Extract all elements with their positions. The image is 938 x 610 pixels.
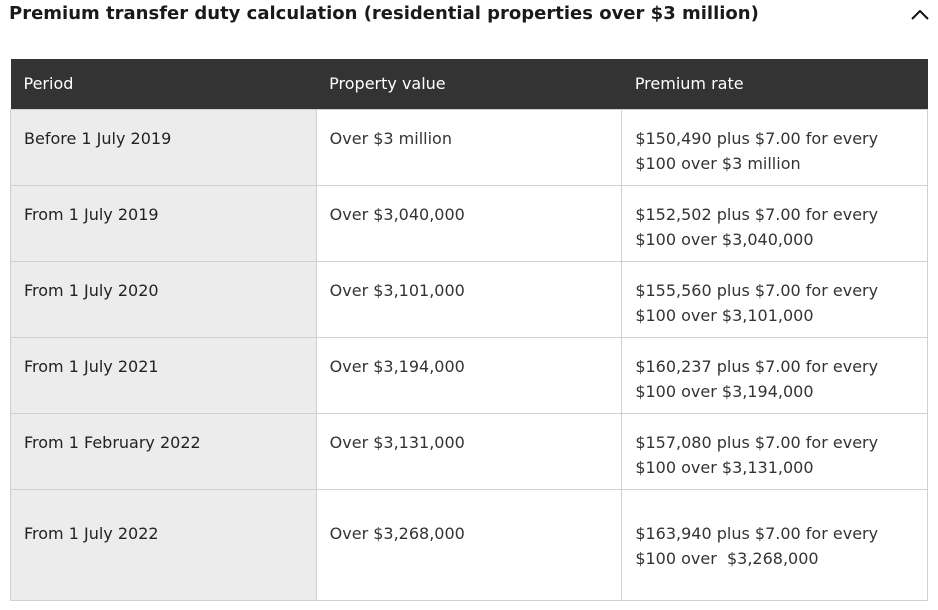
table-cell: From 1 July 2022 [10,488,317,601]
column-header: Property value [316,59,622,109]
column-header: Premium rate [621,59,928,109]
duty-table: Period Property value Premium rate Before 1… [10,59,928,601]
cell-text: $163,940 plus $7.00 for every $100 over … [635,523,884,568]
table-cell: Over $3,101,000 [315,260,623,338]
table-cell: $155,560 plus $7.00 for every $100 over … [621,260,928,338]
table-cell: $152,502 plus $7.00 for every $100 over … [621,184,928,262]
table-row: From 1 July 2022 Over $3,268,000 $163,940 … [10,488,928,601]
cell-text: From 1 July 2019 [24,204,159,224]
table-cell: Over $3 million [315,108,623,186]
table-cell: $150,490 plus $7.00 for every $100 over … [621,108,928,186]
column-header: Period [10,59,317,109]
table-row: From 1 February 2022 Over $3,131,000 $157,… [10,412,928,490]
table-row: From 1 July 2021 Over $3,194,000 $160,237 … [10,336,928,414]
table-row: Before 1 July 2019 Over $3 million $150,49… [10,108,928,186]
cell-text: Over $3,040,000 [329,204,465,224]
table-row: From 1 July 2020 Over $3,101,000 $155,560 … [10,260,928,338]
cell-text: $160,237 plus $7.00 for every $100 over … [635,356,884,401]
cell-text: From 1 July 2020 [24,280,159,300]
table-cell: Over $3,268,000 [315,488,623,601]
table-cell: From 1 July 2020 [10,260,317,338]
cell-text: Over $3,101,000 [329,280,465,300]
table-cell: From 1 July 2021 [10,336,317,414]
cell-text: Over $3 million [329,128,452,148]
cell-text: $150,490 plus $7.00 for every $100 over … [635,128,884,173]
cell-text: $152,502 plus $7.00 for every $100 over … [635,204,884,249]
table-cell: From 1 February 2022 [10,412,317,490]
table-cell: Before 1 July 2019 [10,108,317,186]
section-title: Premium transfer duty calculation (resid… [9,3,759,24]
cell-text: From 1 July 2022 [24,523,159,543]
cell-text: From 1 July 2021 [24,356,159,376]
cell-text: $155,560 plus $7.00 for every $100 over … [635,280,884,325]
cell-text: Over $3,194,000 [329,356,465,376]
cell-text: Over $3,131,000 [329,432,465,452]
table-cell: $157,080 plus $7.00 for every $100 over … [621,412,928,490]
cell-text: From 1 February 2022 [24,432,201,452]
table-cell: Over $3,131,000 [315,412,623,490]
table-cell: Over $3,040,000 [315,184,623,262]
table-cell: $163,940 plus $7.00 for every $100 over … [621,488,928,601]
table-row: From 1 July 2019 Over $3,040,000 $152,502 … [10,184,928,262]
cell-text: Over $3,268,000 [329,523,465,543]
cell-text: Before 1 July 2019 [24,128,172,148]
cell-text: $157,080 plus $7.00 for every $100 over … [635,432,884,477]
table-cell: Over $3,194,000 [315,336,623,414]
table-cell: $160,237 plus $7.00 for every $100 over … [621,336,928,414]
collapse-chevron[interactable] [910,8,930,22]
table-cell: From 1 July 2019 [10,184,317,262]
